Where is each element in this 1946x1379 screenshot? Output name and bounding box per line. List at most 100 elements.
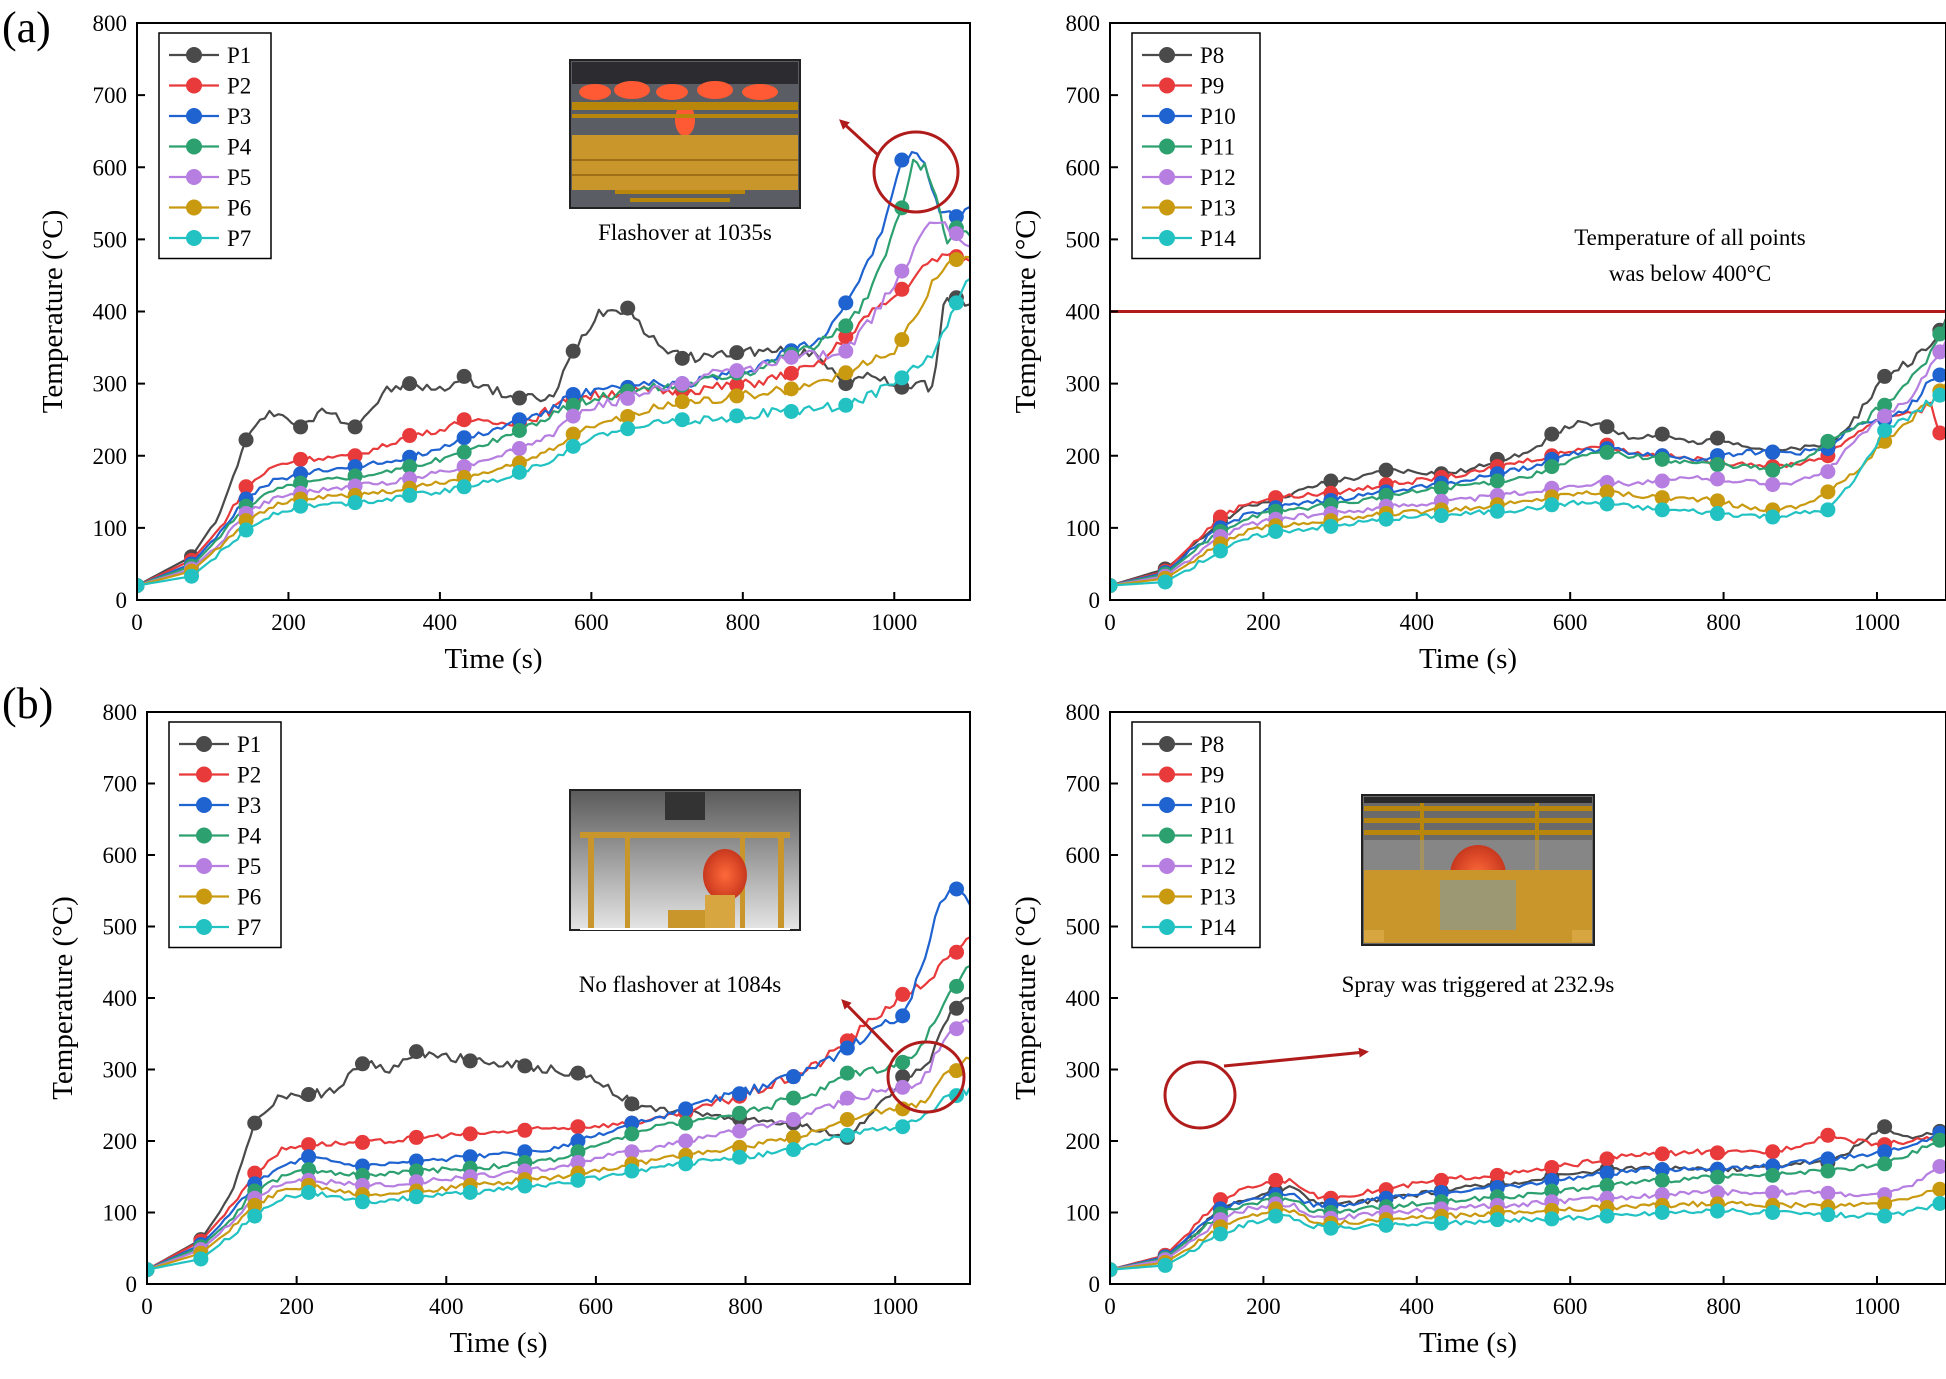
- data-point-P9: [1654, 1146, 1670, 1162]
- data-point-P14: [1709, 1203, 1725, 1219]
- data-point-P12: [1820, 1185, 1836, 1201]
- data-point-P6: [895, 1101, 911, 1117]
- legend-label-P7: P7: [227, 226, 251, 251]
- series-line-P10: [1110, 368, 1946, 587]
- arrow-flashover: [839, 119, 880, 157]
- series-line-P5: [137, 221, 970, 587]
- data-point-P3: [895, 1008, 911, 1024]
- data-point-P5: [838, 343, 854, 359]
- chart-b-left: 0 100 200 300 400 500 600 700 800 0 200 400 600 800 10…: [47, 700, 971, 1359]
- legend-marker-P9: [1159, 77, 1175, 94]
- data-point-P14: [1599, 1208, 1615, 1224]
- data-point-P1: [517, 1058, 533, 1074]
- highlight-circle-spray: [1163, 1060, 1237, 1130]
- data-point-P12: [1932, 344, 1946, 360]
- legend-marker-P2: [196, 766, 212, 783]
- y-axis-label: Temperature (°C): [1010, 896, 1042, 1100]
- plot-area: [137, 151, 970, 594]
- data-point-P3: [732, 1086, 748, 1102]
- data-point-P1: [620, 300, 636, 316]
- data-point-P2: [301, 1137, 317, 1153]
- data-point-P11: [1654, 1172, 1670, 1188]
- data-point-P4: [301, 1162, 317, 1178]
- data-point-P14: [1820, 502, 1836, 518]
- data-point-P7: [839, 1127, 855, 1143]
- data-point-P6: [894, 332, 910, 348]
- data-point-P5: [565, 408, 581, 424]
- data-point-P2: [347, 448, 363, 464]
- series-line-P8: [1110, 1124, 1946, 1271]
- legend-marker-P5: [186, 169, 202, 185]
- data-point-P1: [729, 345, 745, 361]
- data-point-P14: [1544, 1211, 1560, 1227]
- data-point-P12: [1877, 408, 1893, 424]
- data-point-P11: [1820, 1163, 1836, 1179]
- data-point-P4: [838, 318, 854, 334]
- data-point-P7: [517, 1178, 533, 1194]
- series-line-P9: [1110, 401, 1946, 587]
- y-tick-label: 500: [1066, 915, 1101, 940]
- data-point-P14: [1489, 1212, 1505, 1228]
- data-point-P11: [1599, 1177, 1615, 1193]
- y-tick-label: 0: [1089, 588, 1101, 613]
- data-point-P10: [1877, 1144, 1893, 1160]
- x-tick-label: 0: [1104, 610, 1116, 635]
- data-point-P2: [783, 365, 799, 381]
- data-point-P1: [456, 368, 472, 384]
- legend-marker-P1: [196, 736, 212, 752]
- data-point-P9: [1212, 509, 1228, 525]
- x-tick-label: 600: [579, 1294, 614, 1319]
- inset-no-flashover-image: [569, 789, 801, 931]
- data-point-P13: [1932, 1181, 1946, 1197]
- data-point-P7: [674, 412, 690, 428]
- x-tick-label: 400: [423, 610, 458, 635]
- legend-label-P9: P9: [1200, 74, 1224, 99]
- data-point-P8: [1654, 426, 1670, 442]
- data-point-P3: [462, 1149, 478, 1165]
- data-point-P5: [624, 1144, 640, 1160]
- data-point-P9: [1599, 1151, 1615, 1167]
- data-point-P2: [949, 944, 965, 960]
- y-tick-label: 700: [1066, 83, 1101, 108]
- data-point-P8: [1877, 368, 1893, 384]
- chart-a-right: 0 100 200 300 400 500 600 700 800 0 200 400 600 800 10…: [1010, 11, 1946, 675]
- data-point-P3: [678, 1101, 694, 1117]
- data-point-P14: [1877, 1208, 1893, 1224]
- data-point-P4: [511, 423, 527, 439]
- data-point-P4: [895, 1054, 911, 1070]
- legend-label-P5: P5: [227, 165, 251, 190]
- legend-marker-P3: [186, 108, 202, 124]
- data-point-P1: [949, 1000, 965, 1016]
- legend-label-P4: P4: [227, 135, 252, 160]
- data-point-P14: [1654, 502, 1670, 518]
- data-point-P11: [1877, 397, 1893, 413]
- arrow-spray: [1223, 1047, 1369, 1068]
- x-axis-label: Time (s): [449, 1327, 547, 1359]
- legend-marker-P11: [1159, 138, 1175, 155]
- data-point-P7: [301, 1184, 317, 1200]
- data-point-P1: [354, 1056, 370, 1072]
- x-axis-label: Time (s): [1419, 643, 1517, 675]
- x-tick-label: 200: [1246, 1294, 1281, 1319]
- series-line-P1: [137, 295, 970, 587]
- data-point-P6: [838, 365, 854, 381]
- data-point-P7: [247, 1208, 263, 1224]
- data-point-P3: [838, 295, 854, 311]
- data-point-P14: [1877, 423, 1893, 439]
- x-tick-label: 800: [1706, 1294, 1741, 1319]
- highlight-circle-no-flashover: [886, 1040, 966, 1114]
- data-point-P10: [1765, 444, 1781, 460]
- legend-label-P1: P1: [227, 43, 251, 68]
- data-point-P8: [1877, 1119, 1893, 1135]
- legend-label-P10: P10: [1200, 104, 1236, 129]
- data-point-P5: [674, 376, 690, 392]
- series-line-P12: [1110, 339, 1946, 587]
- legend-label-P5: P5: [237, 854, 261, 879]
- data-point-P13: [1654, 490, 1670, 506]
- data-point-P11: [1378, 487, 1394, 503]
- x-tick-label: 800: [728, 1294, 763, 1319]
- y-tick-label: 200: [103, 1129, 138, 1154]
- legend-marker-P4: [196, 827, 212, 844]
- data-point-P14: [1765, 1205, 1781, 1220]
- y-tick-label: 500: [1066, 227, 1101, 252]
